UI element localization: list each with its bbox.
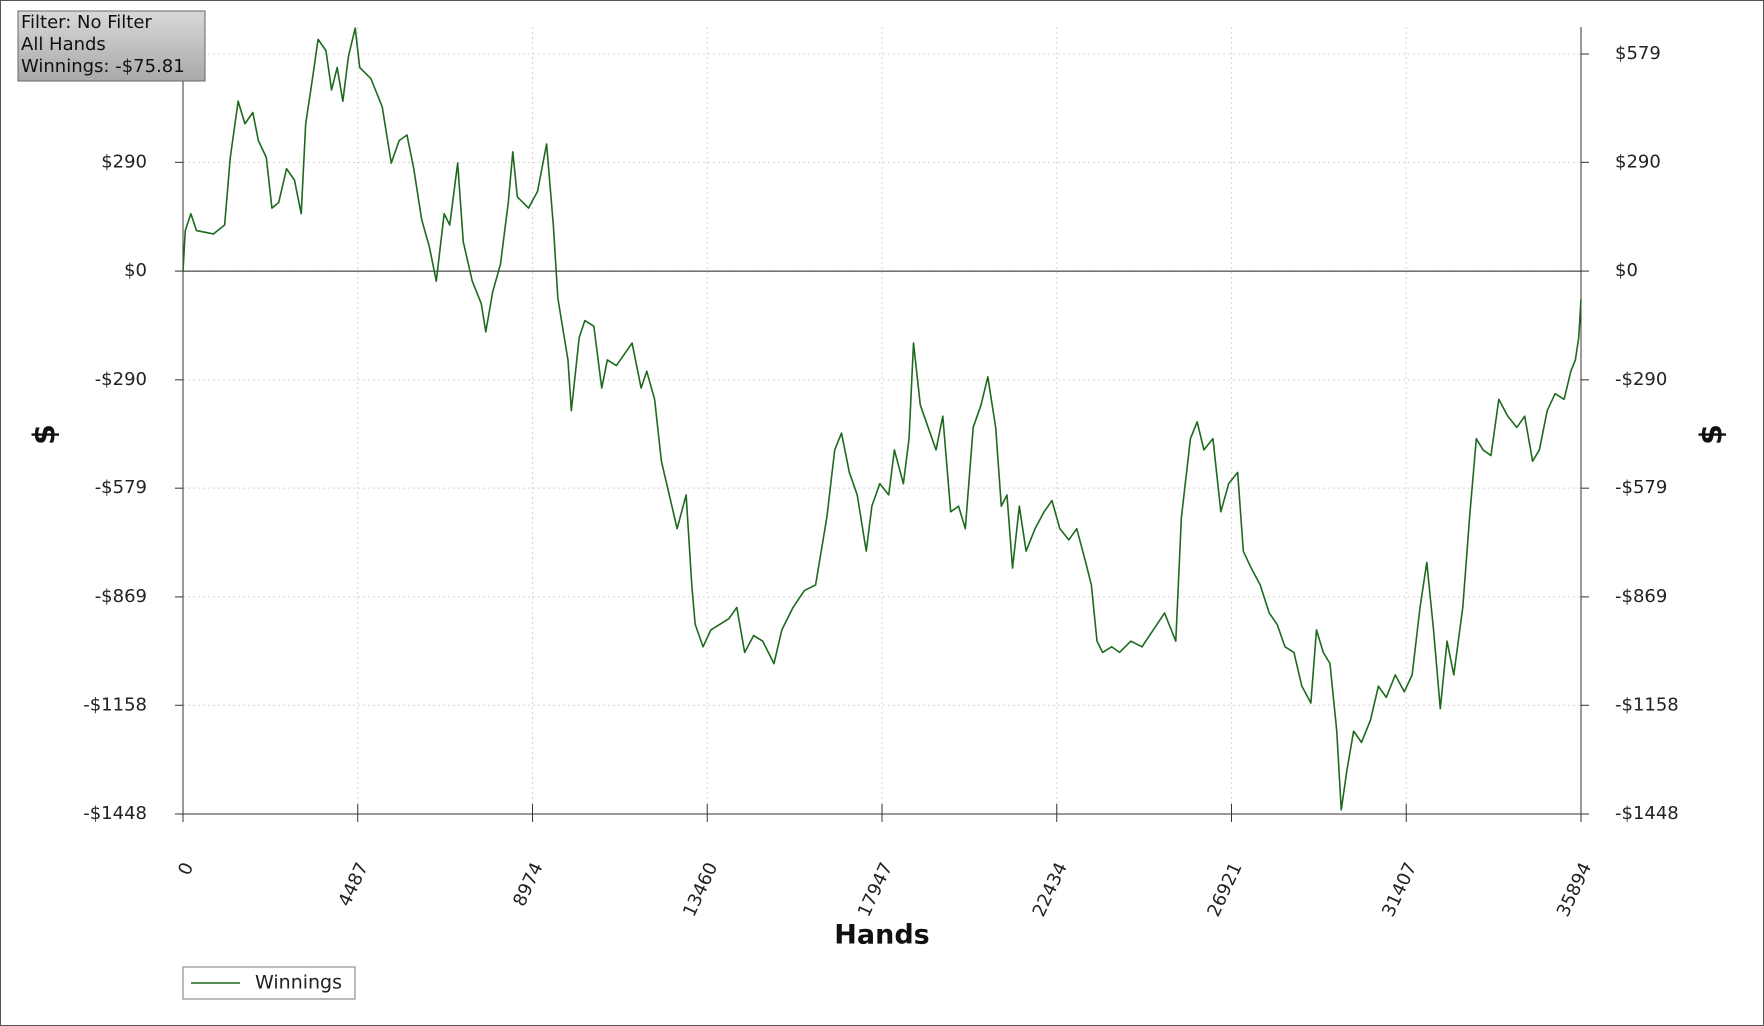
y-tick-label: -$869 (95, 586, 147, 607)
x-axis-title: Hands (834, 920, 929, 951)
info-box-bg (17, 10, 206, 82)
info-text: All Hands (21, 34, 106, 55)
y2-tick-label: -$290 (1615, 369, 1667, 390)
y2-tick-label: -$869 (1615, 586, 1667, 607)
y-tick-label: -$1448 (83, 803, 147, 824)
y2-tick-label: $0 (1615, 260, 1638, 281)
info-text: Filter: No Filter (21, 12, 152, 33)
y2-tick-label: $579 (1615, 43, 1661, 64)
legend-label: Winnings (255, 972, 342, 994)
y2-tick-label: $290 (1615, 151, 1661, 172)
line-series (182, 27, 1582, 811)
y-tick-label: $290 (101, 151, 147, 172)
y2-axis-title: $ (1695, 424, 1730, 445)
y-tick-label: -$1158 (83, 694, 147, 715)
y-tick-label: -$290 (95, 369, 147, 390)
info-text: Winnings: -$75.81 (21, 56, 185, 77)
y2-tick-label: -$1158 (1615, 694, 1679, 715)
legend: Winnings (182, 966, 356, 1000)
y-axis-title: $ (28, 424, 63, 445)
y-tick-label: $0 (124, 260, 147, 281)
y-tick-label: -$579 (95, 477, 147, 498)
y2-tick-label: -$579 (1615, 477, 1667, 498)
y2-tick-label: -$1448 (1615, 803, 1679, 824)
